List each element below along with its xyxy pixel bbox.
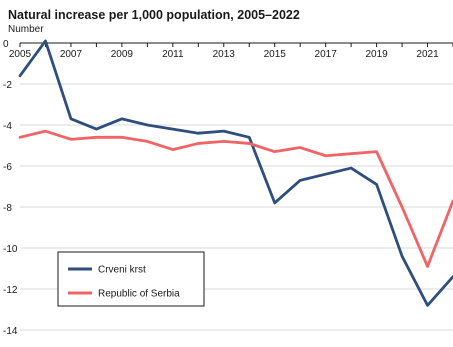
legend-label-1: Republic of Serbia: [98, 289, 180, 300]
y-tick-label-2: -4: [3, 121, 12, 132]
x-tick-label-4: 2013: [213, 49, 236, 60]
legend-box: [57, 251, 205, 307]
x-tick-label-6: 2017: [315, 49, 338, 60]
y-tick-label-1: -2: [3, 80, 12, 91]
x-tick-label-5: 2015: [264, 49, 287, 60]
chart-title: Natural increase per 1,000 population, 2…: [8, 8, 300, 22]
x-tick-label-0: 2005: [9, 49, 32, 60]
x-tick-label-1: 2007: [60, 49, 83, 60]
y-tick-label-4: -8: [3, 203, 12, 214]
x-tick-label-3: 2011: [162, 49, 184, 60]
x-tick-label-2: 2009: [111, 49, 134, 60]
x-tick-label-8: 2021: [416, 49, 439, 60]
y-tick-label-6: -12: [3, 285, 18, 296]
chart-subtitle: Number: [8, 24, 44, 35]
y-tick-label-3: -6: [3, 162, 12, 173]
series-line-1: [18, 129, 453, 268]
y-tick-label-0: 0: [3, 39, 9, 50]
series-line-0: [18, 39, 453, 307]
y-tick-label-5: -10: [3, 244, 18, 255]
x-tick-label-7: 2019: [365, 49, 388, 60]
y-tick-label-7: -14: [3, 326, 18, 337]
legend-label-0: Crveni krst: [98, 265, 146, 276]
